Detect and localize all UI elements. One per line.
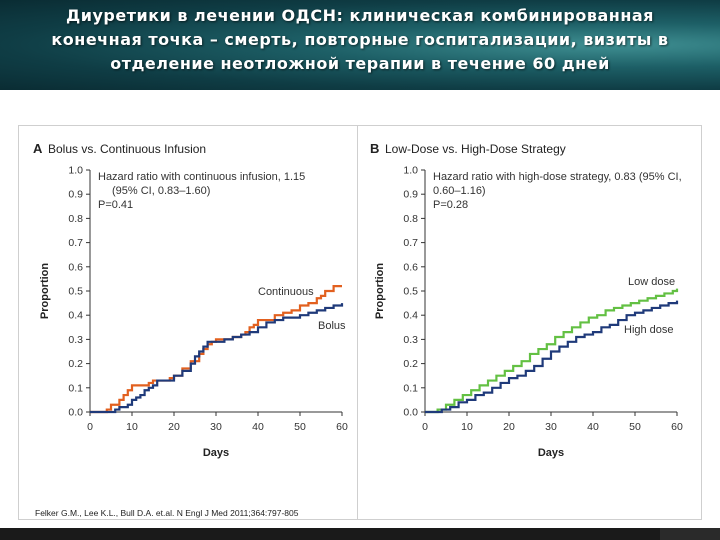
panel-a-series-bolus-line (90, 303, 344, 414)
panel-a-x-axis-label: Days (203, 447, 229, 459)
panel-a-x-tick-label: 20 (168, 421, 180, 433)
panel-a-y-tick-label: 0.4 (68, 310, 83, 322)
panel-a-y-tick-label: 0.6 (68, 261, 83, 273)
panel-b-y-tick-label: 0.8 (403, 213, 418, 225)
panel-a-y-tick-label: 0.5 (68, 286, 83, 298)
panel-b-series-low-dose-label: Low dose (628, 276, 675, 288)
panel-a-y-tick-label: 0.1 (68, 382, 83, 394)
bottom-bar-accent (660, 528, 720, 540)
panel-b-y-tick-label: 0.0 (403, 407, 418, 419)
panel-a-x-tick-label: 50 (294, 421, 306, 433)
panel-b-series-high-dose-line (425, 300, 679, 414)
panel-b-x-tick-label: 0 (422, 421, 428, 433)
panel-a-y-tick-label: 1.0 (68, 165, 83, 177)
panel-b-y-tick-label: 0.5 (403, 286, 418, 298)
bottom-bar (0, 528, 720, 540)
panel-a-y-tick-label: 0.7 (68, 237, 83, 249)
slide-header: Диуретики в лечении ОДСН: клиническая ко… (0, 0, 720, 90)
panel-a-letter: A (33, 141, 43, 156)
panel-a-x-tick-label: 10 (126, 421, 138, 433)
panel-a-y-axis-label: Proportion (39, 263, 51, 319)
panel-b-x-tick-label: 50 (629, 421, 641, 433)
panel-a-series-continuous-line (90, 285, 342, 414)
panel-b-y-tick-label: 0.2 (403, 358, 418, 370)
panel-a-y-tick-label: 0.8 (68, 213, 83, 225)
panel-b-y-tick-label: 0.1 (403, 382, 418, 394)
panel-b-y-tick-label: 0.3 (403, 334, 418, 346)
panel-b-y-tick-label: 0.9 (403, 189, 418, 201)
panel-a-title: Bolus vs. Continuous Infusion (48, 142, 206, 156)
panel-b-y-tick-label: 1.0 (403, 165, 418, 177)
panel-a-y-tick-label: 0.3 (68, 334, 83, 346)
panel-b-y-tick-label: 0.7 (403, 237, 418, 249)
panel-b-x-tick-label: 30 (545, 421, 557, 433)
panel-a-series-continuous-label: Continuous (258, 286, 314, 298)
panel-b-x-tick-label: 60 (671, 421, 683, 433)
panel-b-letter: B (370, 141, 379, 156)
panel-b-annotation-line: 0.60–1.16) (433, 185, 486, 197)
panel-a-y-tick-label: 0.0 (68, 407, 83, 419)
panel-b-y-axis-label: Proportion (374, 263, 386, 319)
panel-b-series-low-dose-line (425, 288, 679, 414)
slide-title-line-1: Диуретики в лечении ОДСН: клиническая ко… (66, 6, 654, 25)
panel-a-y-tick-label: 0.9 (68, 189, 83, 201)
panel-a-series-bolus-label: Bolus (318, 320, 346, 332)
panel-a-annotation-line: P=0.41 (98, 199, 133, 211)
panel-separator (357, 125, 358, 520)
citation: Felker G.M., Lee K.L., Bull D.A. et.al. … (35, 508, 299, 518)
panel-a-x-tick-label: 30 (210, 421, 222, 433)
panel-a-x-tick-label: 0 (87, 421, 93, 433)
panel-b-series-high-dose-label: High dose (624, 324, 674, 336)
panel-b-title: Low-Dose vs. High-Dose Strategy (385, 142, 566, 156)
slide-title-line-2: конечная точка – смерть, повторные госпи… (51, 30, 669, 49)
panel-b-x-tick-label: 20 (503, 421, 515, 433)
panel-b-x-tick-label: 10 (461, 421, 473, 433)
panel-a-y-tick-label: 0.2 (68, 358, 83, 370)
panel-b-annotation-line: Hazard ratio with high-dose strategy, 0.… (433, 171, 682, 183)
panel-a-annotation-line: Hazard ratio with continuous infusion, 1… (98, 171, 305, 183)
panel-b-y-tick-label: 0.4 (403, 310, 418, 322)
panel-b-annotation-line: P=0.28 (433, 199, 468, 211)
panel-a-x-tick-label: 60 (336, 421, 348, 433)
panel-b-x-axis-label: Days (538, 447, 564, 459)
slide-title-line-3: отделение неотложной терапии в течение 6… (110, 54, 610, 73)
panel-a-x-tick-label: 40 (252, 421, 264, 433)
panel-b-y-tick-label: 0.6 (403, 261, 418, 273)
panel-b-x-tick-label: 40 (587, 421, 599, 433)
panel-a-annotation-line: (95% CI, 0.83–1.60) (112, 185, 210, 197)
